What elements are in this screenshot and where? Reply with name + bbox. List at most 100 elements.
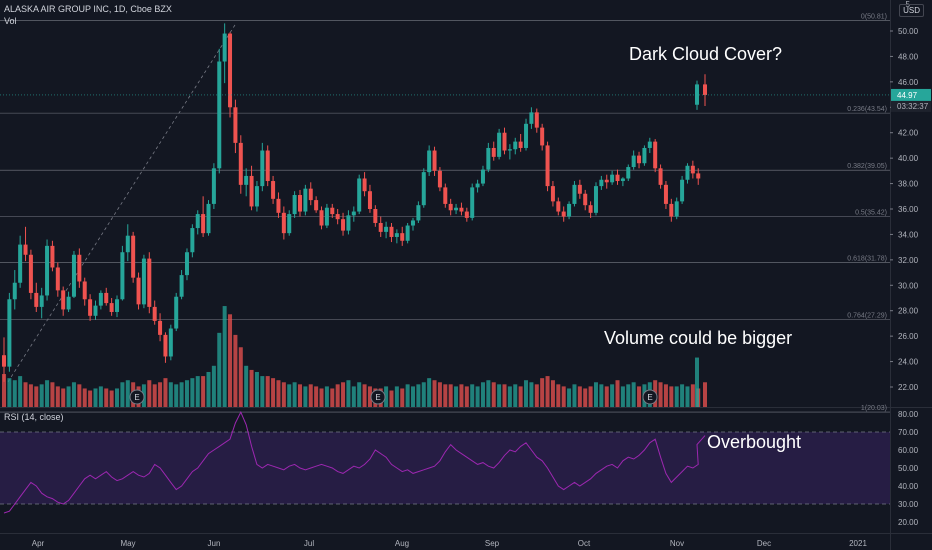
currency-badge[interactable]: USD <box>899 4 924 17</box>
volume-bar <box>18 376 23 407</box>
volume-bar <box>324 386 329 407</box>
volume-bar <box>254 371 259 407</box>
candle-body <box>491 147 496 157</box>
candle-body <box>88 299 93 316</box>
time-axis-label: Jun <box>208 539 221 548</box>
rsi-tick-label: 40.00 <box>898 482 919 491</box>
axis-separator <box>890 0 891 550</box>
volume-bar <box>260 376 265 407</box>
candle-body <box>529 112 534 124</box>
price-tick-label: 46.00 <box>898 78 919 87</box>
candle-body <box>518 141 523 148</box>
candle-body <box>238 142 243 185</box>
candle-body <box>357 178 362 212</box>
volume-bar <box>703 382 707 407</box>
volume-bar <box>104 388 109 407</box>
volume-bar <box>115 388 120 407</box>
candle-body <box>211 168 216 204</box>
annotation-dark-cloud: Dark Cloud Cover? <box>629 44 783 64</box>
volume-bar <box>626 384 631 407</box>
candle-body <box>341 219 346 231</box>
candle-body <box>98 292 103 306</box>
fib-level-label: 0.236(43.54) <box>847 106 887 113</box>
candle-body <box>206 203 211 234</box>
volume-bar <box>685 386 690 407</box>
volume-bar <box>470 384 475 407</box>
candle-body <box>190 228 195 253</box>
candle-body <box>394 233 399 237</box>
candle-body <box>572 184 577 204</box>
time-axis-label: Jul <box>304 539 314 548</box>
candle-body <box>626 167 631 179</box>
volume-bar <box>184 380 189 407</box>
price-tick-label: 34.00 <box>898 230 919 239</box>
candle-body <box>217 61 222 169</box>
volume-bar <box>174 384 179 407</box>
volume-bar <box>475 386 480 407</box>
volume-bar <box>147 380 152 407</box>
candle-body <box>77 254 82 282</box>
annotation-volume: Volume could be bigger <box>604 328 793 348</box>
volume-bar <box>400 388 405 407</box>
candle-body <box>432 150 437 171</box>
candle-body <box>201 214 206 234</box>
candle-body <box>265 150 270 182</box>
candle-body <box>513 141 518 150</box>
candle-body <box>470 187 475 218</box>
current-price-label: 44.97 <box>897 91 918 100</box>
volume-bar <box>45 380 50 407</box>
candle-body <box>464 211 469 218</box>
volume-bar <box>228 314 233 407</box>
volume-bar <box>330 388 335 407</box>
volume-bar <box>351 386 356 407</box>
candle-body <box>695 84 699 105</box>
candle-body <box>168 328 173 357</box>
volume-bar <box>82 388 87 407</box>
candle-body <box>497 132 502 157</box>
volume-bar <box>572 384 577 407</box>
volume-bar <box>561 386 566 407</box>
volume-bar <box>437 382 442 407</box>
price-tick-label: 32.00 <box>898 256 919 265</box>
candle-body <box>507 149 512 151</box>
candle-body <box>421 172 426 206</box>
candle-body <box>524 123 529 148</box>
volume-bar <box>384 386 389 407</box>
candle-body <box>362 178 367 192</box>
candle-body <box>475 183 480 188</box>
candle-body <box>583 193 588 206</box>
rsi-line <box>3 411 706 514</box>
time-axis-separator <box>0 533 932 534</box>
volume-bar <box>464 386 469 407</box>
volume-bar <box>567 388 572 407</box>
candle-body <box>303 188 308 212</box>
volume-bar <box>346 380 351 407</box>
candle-body <box>400 233 405 241</box>
volume-bar <box>593 382 598 407</box>
volume-bar <box>217 332 222 407</box>
volume-bar <box>545 376 550 407</box>
price-tick-label: 26.00 <box>898 332 919 341</box>
candle-body <box>534 112 539 128</box>
candle-body <box>174 296 179 329</box>
volume-bar <box>502 384 507 407</box>
candle-body <box>384 226 389 232</box>
candle-body <box>577 184 582 194</box>
trend-line <box>7 23 237 383</box>
candle-body <box>45 245 50 296</box>
candle-body <box>125 235 130 253</box>
fib-level-label: 0(50.81) <box>861 14 887 21</box>
candle-body <box>260 150 265 187</box>
volume-bar <box>529 382 534 407</box>
volume-bar <box>39 384 44 407</box>
candle-body <box>34 292 39 307</box>
volume-bar <box>211 365 216 407</box>
volume-bar <box>195 376 200 407</box>
earnings-marker <box>129 389 145 405</box>
candle-body <box>163 334 168 357</box>
candle-body <box>545 145 550 187</box>
earnings-marker <box>642 389 658 405</box>
time-axis-label: Aug <box>395 539 409 548</box>
rsi-tick-label: 80.00 <box>898 410 919 419</box>
